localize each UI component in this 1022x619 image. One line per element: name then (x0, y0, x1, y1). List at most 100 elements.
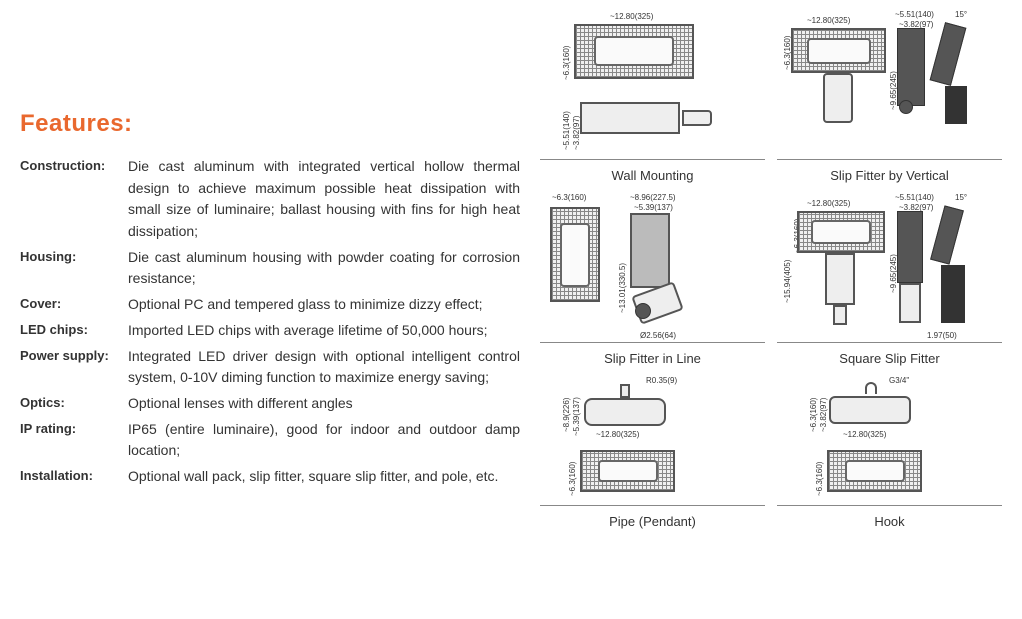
fixture-side-icon (829, 396, 911, 424)
diagram-area: ~6.3(160) ~8.96(227.5) ~5.39(137) ~13.01… (540, 193, 765, 343)
features-column: Features: Construction: Die cast aluminu… (0, 0, 540, 619)
side-profile-icon (630, 213, 670, 288)
dim-label: ~12.80(325) (596, 430, 639, 439)
dim-label: R0.35(9) (646, 376, 677, 385)
diagram-pipe-pendant: R0.35(9) ~8.9(226) ~5.39(137) ~12.80(325… (540, 376, 765, 529)
diagram-slip-fitter-inline: ~6.3(160) ~8.96(227.5) ~5.39(137) ~13.01… (540, 193, 765, 366)
side-profile-tilted-icon (930, 205, 964, 264)
diagram-area: ~12.80(325) ~5.51(140) ~3.82(97) 15° ~6.… (777, 193, 1002, 343)
diagram-slip-fitter-vertical: ~12.80(325) ~5.51(140) ~3.82(97) 15° ~6.… (777, 10, 1002, 183)
diagram-area: R0.35(9) ~8.9(226) ~5.39(137) ~12.80(325… (540, 376, 765, 506)
feature-row: Power supply: Integrated LED driver desi… (20, 346, 520, 389)
side-profile-icon (897, 211, 923, 283)
diagrams-column: ~12.80(325) ~6.3(160) ~5.51(140) ~3.82(9… (540, 0, 1022, 619)
fixture-icon (827, 450, 922, 492)
bracket-icon (945, 86, 967, 124)
feature-row: Housing: Die cast aluminum housing with … (20, 247, 520, 290)
feature-row: IP rating: IP65 (entire luminaire), good… (20, 419, 520, 462)
feature-label: LED chips: (20, 320, 128, 342)
feature-text: Imported LED chips with average lifetime… (128, 320, 520, 342)
dim-label: ~8.96(227.5) (630, 193, 676, 202)
dim-label: ~5.51(140) (895, 10, 934, 19)
dim-label: ~6.3(160) (809, 398, 818, 432)
dim-label: ~5.51(140) (895, 193, 934, 202)
feature-row: Optics: Optional lenses with different a… (20, 393, 520, 415)
dim-label: ~12.80(325) (610, 12, 653, 21)
bracket-icon (825, 253, 855, 305)
fixture-icon (550, 207, 600, 302)
dim-label: ~12.80(325) (807, 199, 850, 208)
pivot-icon (635, 303, 651, 319)
dim-label: ~12.80(325) (843, 430, 886, 439)
dim-label: Ø2.56(64) (640, 331, 676, 340)
diagram-caption: Wall Mounting (612, 168, 694, 183)
feature-text: Optional wall pack, slip fitter, square … (128, 466, 520, 488)
dim-label: ~8.9(226) (562, 398, 571, 432)
feature-text: Die cast aluminum with integrated vertic… (128, 156, 520, 243)
feature-text: Integrated LED driver design with option… (128, 346, 520, 389)
feature-label: Power supply: (20, 346, 128, 389)
diagram-row: R0.35(9) ~8.9(226) ~5.39(137) ~12.80(325… (540, 376, 1002, 529)
fixture-icon (580, 450, 675, 492)
dim-label: ~15.94(405) (783, 260, 792, 303)
fixture-icon (574, 24, 694, 79)
feature-label: IP rating: (20, 419, 128, 462)
dim-label: 1.97(50) (927, 331, 957, 340)
fixture-icon (797, 211, 885, 253)
dim-label: ~6.3(160) (815, 462, 824, 496)
dim-label: ~5.39(137) (572, 397, 581, 436)
feature-text: Optional lenses with different angles (128, 393, 520, 415)
diagram-area: G3/4" ~6.3(160) ~3.82(97) ~12.80(325) ~6… (777, 376, 1002, 506)
diagram-caption: Hook (874, 514, 904, 529)
dim-label: G3/4" (889, 376, 909, 385)
diagram-caption: Slip Fitter in Line (604, 351, 701, 366)
side-profile-tilted-icon (930, 22, 967, 86)
dim-label: ~6.3(160) (552, 193, 586, 202)
feature-label: Construction: (20, 156, 128, 243)
pivot-icon (899, 100, 913, 114)
feature-text: Die cast aluminum housing with powder co… (128, 247, 520, 290)
feature-row: Installation: Optional wall pack, slip f… (20, 466, 520, 488)
hook-icon (865, 382, 877, 394)
feature-row: Cover: Optional PC and tempered glass to… (20, 294, 520, 316)
side-profile-icon (897, 28, 925, 106)
bracket-icon (899, 283, 921, 323)
dim-label: ~5.39(137) (634, 203, 673, 212)
diagram-caption: Slip Fitter by Vertical (830, 168, 949, 183)
fixture-side-icon (580, 102, 680, 134)
dim-label: ~13.01(330.5) (618, 263, 627, 313)
feature-row: LED chips: Imported LED chips with avera… (20, 320, 520, 342)
dim-label: ~12.80(325) (807, 16, 850, 25)
feature-text: IP65 (entire luminaire), good for indoor… (128, 419, 520, 462)
diagram-caption: Pipe (Pendant) (609, 514, 696, 529)
diagram-hook: G3/4" ~6.3(160) ~3.82(97) ~12.80(325) ~6… (777, 376, 1002, 529)
feature-label: Optics: (20, 393, 128, 415)
dim-label: 15° (955, 193, 967, 202)
diagram-row: ~12.80(325) ~6.3(160) ~5.51(140) ~3.82(9… (540, 10, 1002, 183)
page-root: Features: Construction: Die cast aluminu… (0, 0, 1022, 619)
feature-text: Optional PC and tempered glass to minimi… (128, 294, 520, 316)
fixture-icon (791, 28, 886, 73)
bracket-icon (682, 110, 712, 126)
pipe-icon (833, 305, 847, 325)
features-heading: Features: (20, 110, 520, 138)
dim-label: ~6.3(160) (562, 46, 571, 80)
dim-label: ~3.82(97) (819, 398, 828, 432)
pipe-icon (620, 384, 630, 398)
feature-row: Construction: Die cast aluminum with int… (20, 156, 520, 243)
bracket-icon (941, 265, 965, 323)
dim-label: ~5.51(140) (562, 111, 571, 150)
dim-label: 15° (955, 10, 967, 19)
diagram-caption: Square Slip Fitter (839, 351, 939, 366)
diagram-square-slip-fitter: ~12.80(325) ~5.51(140) ~3.82(97) 15° ~6.… (777, 193, 1002, 366)
fixture-side-icon (584, 398, 666, 426)
feature-label: Cover: (20, 294, 128, 316)
feature-label: Housing: (20, 247, 128, 290)
dim-label: ~6.3(160) (568, 462, 577, 496)
diagram-row: ~6.3(160) ~8.96(227.5) ~5.39(137) ~13.01… (540, 193, 1002, 366)
diagram-wall-mounting: ~12.80(325) ~6.3(160) ~5.51(140) ~3.82(9… (540, 10, 765, 183)
feature-label: Installation: (20, 466, 128, 488)
diagram-area: ~12.80(325) ~6.3(160) ~5.51(140) ~3.82(9… (540, 10, 765, 160)
bracket-icon (823, 73, 853, 123)
diagram-area: ~12.80(325) ~5.51(140) ~3.82(97) 15° ~6.… (777, 10, 1002, 160)
